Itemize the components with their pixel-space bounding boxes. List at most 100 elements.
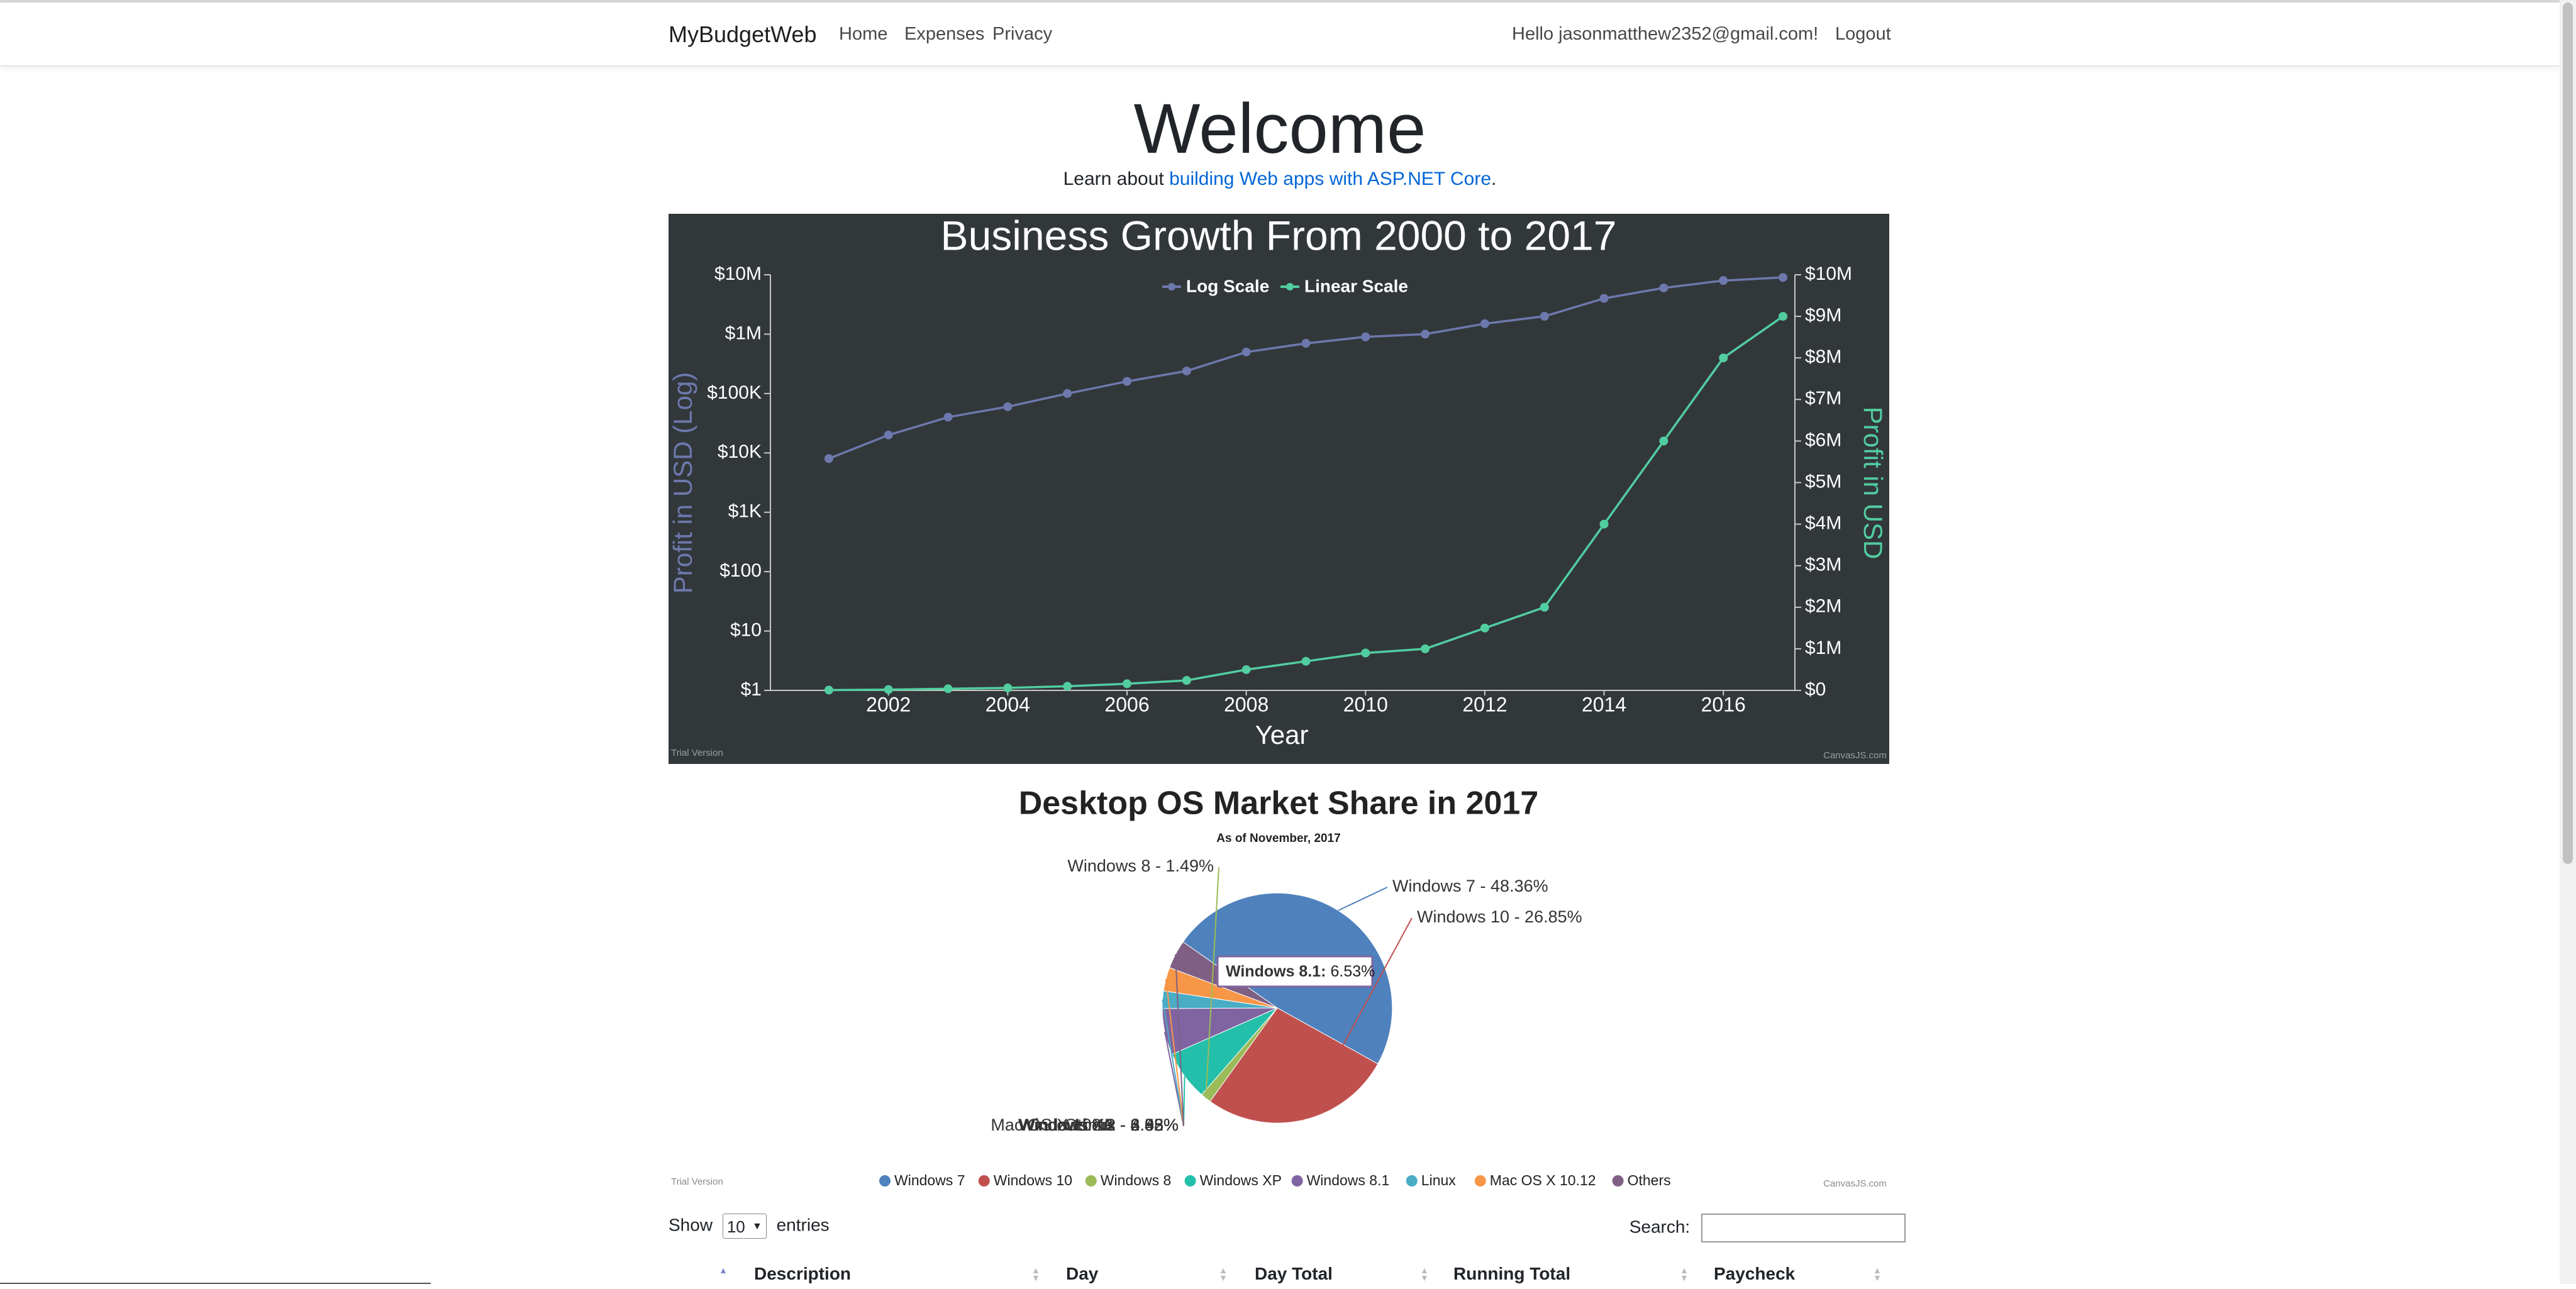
data-point — [1659, 283, 1668, 292]
table-search: Search: — [1629, 1214, 1906, 1242]
canvasjs-credit: CanvasJS.com — [1823, 750, 1887, 761]
legend-marker — [1474, 1175, 1486, 1187]
x-axis-title: Year — [1255, 720, 1309, 750]
pie-index-label: Windows 7 - 48.36% — [1392, 877, 1548, 895]
legend-marker — [1406, 1175, 1418, 1187]
data-point — [1779, 312, 1788, 321]
sort-ascending-icon[interactable]: ▲ — [719, 1265, 728, 1275]
canvasjs-credit: CanvasJS.com — [1823, 1178, 1887, 1189]
pie-index-label: Windows 8 - 1.49% — [1067, 856, 1214, 875]
sort-icon[interactable]: ▲ ▼ — [1873, 1265, 1882, 1283]
data-point — [1241, 665, 1251, 674]
sort-icon[interactable]: ▲ ▼ — [1680, 1265, 1689, 1283]
nav-link-home[interactable]: Home — [839, 24, 888, 44]
pie-index-label: Windows 8.1 - 6.53% — [1018, 1115, 1179, 1134]
business-growth-chart: Business Growth From 2000 to 2017 Log Sca… — [669, 214, 1889, 764]
data-point — [1182, 366, 1191, 375]
y-right-tick-label: $1M — [1805, 638, 1841, 658]
tooltip-box — [1216, 955, 1374, 988]
column-header-paycheck[interactable]: Paycheck — [1714, 1264, 1796, 1283]
entries-label: entries — [776, 1215, 830, 1235]
y-axis-left-title: Profit in USD (Log) — [669, 372, 697, 594]
scrollbar-thumb[interactable] — [2563, 3, 2573, 864]
pie-leader-line — [1175, 954, 1184, 1127]
legend-marker — [1184, 1175, 1196, 1187]
aspnet-docs-link[interactable]: building Web apps with ASP.NET Core — [1169, 169, 1492, 189]
data-point — [1421, 644, 1430, 653]
column-header-description[interactable]: Description — [754, 1264, 852, 1283]
pie-slice-windows-10 — [1209, 1007, 1379, 1124]
column-header-running-total[interactable]: Running Total — [1453, 1264, 1571, 1283]
x-tick-label: 2002 — [866, 693, 911, 716]
data-point — [1241, 347, 1251, 357]
y-right-tick-label: $8M — [1805, 346, 1841, 367]
user-greeting[interactable]: Hello jasonmatthew2352@gmail.com! — [1512, 24, 1819, 44]
y-left-tick-label: $100K — [707, 382, 762, 403]
x-tick-label: 2016 — [1701, 693, 1746, 716]
table-header-row: ▲ Description ▲ ▼ Day ▲ ▼ Day Total ▲ ▼ Run… — [669, 1264, 1889, 1289]
sort-icon[interactable]: ▲ ▼ — [1031, 1265, 1040, 1283]
data-point — [1599, 519, 1609, 529]
data-point — [1003, 402, 1013, 411]
legend-entry: Linux — [1421, 1172, 1456, 1188]
y-left-tick-label: $100 — [719, 560, 762, 581]
chart-title: Desktop OS Market Share in 2017 — [1019, 785, 1539, 822]
data-point — [1659, 436, 1668, 446]
legend-dot-marker-1 — [1286, 283, 1294, 290]
navbar: MyBudgetWeb Home Expenses Privacy Hello … — [0, 3, 2560, 67]
y-left-tick-label: $10K — [718, 441, 762, 462]
legend-entry: Windows 8.1 — [1307, 1172, 1390, 1188]
legend-marker — [1085, 1175, 1097, 1187]
data-point — [1301, 339, 1311, 348]
entries-select-value: 10 — [726, 1217, 745, 1236]
column-header-day[interactable]: Day — [1066, 1264, 1099, 1283]
tooltip-value: 6.53% — [1330, 963, 1375, 980]
pie-leader-line — [1162, 999, 1184, 1127]
data-point — [1182, 676, 1191, 685]
legend-entry: Windows 10 — [994, 1172, 1072, 1188]
x-tick-label: 2010 — [1343, 693, 1388, 716]
data-point — [1599, 294, 1609, 303]
legend-marker — [1291, 1175, 1303, 1187]
nav-link-expenses[interactable]: Expenses — [904, 24, 985, 44]
data-point — [1003, 683, 1013, 693]
data-point — [1480, 623, 1489, 633]
y-left-tick-label: $10 — [730, 619, 762, 640]
pie-leader-line — [1302, 917, 1413, 1121]
select-caret-icon: ▼ — [752, 1221, 762, 1232]
legend-entry: Windows 7 — [894, 1172, 965, 1188]
sort-icon[interactable]: ▲ ▼ — [1420, 1265, 1429, 1283]
data-point — [943, 412, 953, 422]
nav-link-privacy[interactable]: Privacy — [992, 24, 1053, 44]
chart-subtitle: As of November, 2017 — [1216, 832, 1340, 845]
series-line-log-scale — [828, 276, 1784, 460]
data-point — [1719, 276, 1728, 285]
y-right-tick-label: $7M — [1805, 388, 1841, 409]
tooltip-text: Windows 8.1: 6.53% — [1226, 963, 1375, 980]
brand-link[interactable]: MyBudgetWeb — [669, 21, 817, 47]
legend-entry: Windows 8 — [1101, 1172, 1171, 1188]
legend-entry: Log Scale — [1186, 276, 1269, 296]
legend-marker — [1612, 1175, 1624, 1187]
entries-select[interactable]: 10 ▼ — [722, 1214, 767, 1239]
legend-entry: Others — [1628, 1172, 1671, 1188]
data-point — [1361, 648, 1370, 658]
pie-leader-line — [1205, 866, 1219, 1098]
search-input[interactable] — [1701, 1214, 1906, 1242]
entries-length-control: Show 10 ▼ entries — [669, 1214, 830, 1239]
x-tick-label: 2004 — [985, 693, 1030, 716]
sort-icon[interactable]: ▲ ▼ — [1219, 1265, 1228, 1283]
y-right-tick-label: $2M — [1805, 596, 1841, 617]
legend-entry: Mac OS X 10.12 — [1490, 1172, 1596, 1188]
tooltip-label: Windows 8.1: — [1226, 963, 1330, 980]
logout-link[interactable]: Logout — [1835, 24, 1891, 44]
data-point — [943, 684, 953, 694]
pie-leader-line — [1338, 887, 1388, 911]
y-left-tick-label: $10M — [714, 263, 762, 284]
column-header-day-total[interactable]: Day Total — [1255, 1264, 1333, 1283]
legend-marker — [879, 1175, 891, 1187]
trial-version-label: Trial Version — [671, 1176, 723, 1187]
legend-dot-marker-0 — [1168, 283, 1175, 290]
data-point — [1480, 319, 1489, 328]
x-tick-label: 2008 — [1224, 693, 1269, 716]
